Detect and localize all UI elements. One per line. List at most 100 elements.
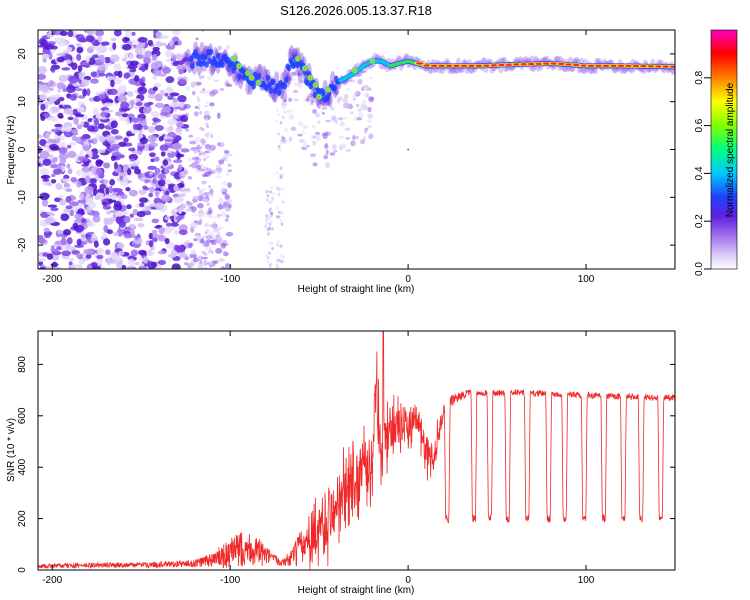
snr-y-tick-label: 200 [17,510,28,527]
spectrogram-cell [203,259,207,263]
spectrogram-ridge-cell [287,64,292,72]
spectrogram-cell [151,122,157,126]
spectrogram-cell [343,94,349,100]
spectrogram-cell [165,87,173,92]
spectrogram-cell [193,253,197,260]
spectrogram-cell [117,95,128,103]
spectrogram-ridge-hotspot [324,86,332,93]
spectrogram-cell [95,160,104,165]
spectrogram-cell [217,45,222,51]
spectrogram-cell [101,201,108,206]
spectrogram-cell [58,74,68,83]
spectrogram-cell [92,151,98,157]
spectrogram-cell [177,40,183,46]
spectrogram-cell [312,162,318,167]
spectrogram-cell [71,128,79,134]
spectrogram-cell [129,99,136,106]
spectrogram-cell [210,134,214,138]
spectrogram-cell [195,146,203,150]
spectrogram-y-tick-label: 20 [17,48,28,60]
spectrogram-cell [175,216,183,221]
spectrogram-ridge-cell [330,70,336,85]
spectrogram-cell [217,203,223,210]
spectrogram-cell [277,132,280,136]
spectrogram-cell [208,224,212,228]
spectrogram-cell [282,106,287,110]
spectrogram-cell [38,146,42,150]
spectrogram-ridge-hotspot [498,63,506,67]
spectrogram-cell [216,175,222,179]
spectrogram-cell [210,250,214,254]
spectrogram-cell [50,263,59,267]
spectrogram-cell [142,106,151,115]
spectrogram-cell [91,233,96,239]
spectrogram-cell [138,132,143,137]
spectrogram-cell [175,121,184,128]
spectrogram-cell [297,133,303,137]
spectrogram-cell [39,93,48,101]
spectrogram-cell [164,237,170,245]
spectrogram-cell [147,165,157,170]
spectrogram-cell [42,158,51,166]
spectrogram-cell [114,210,125,217]
spectrogram-cell [51,253,60,261]
spectrogram-cell [88,57,96,65]
spectrogram-cell [136,211,146,218]
spectrogram-cell [134,47,143,55]
spectrogram-cell [201,75,205,79]
spectrogram-cell [282,255,285,259]
colorbar-tick-label: 0.4 [694,166,705,180]
spectrogram-cell [173,229,180,235]
spectrogram-cell [92,214,101,223]
spectrogram-cell [226,214,230,219]
spectrogram-cell [368,133,374,140]
spectrogram-cell [212,221,217,228]
spectrogram-cell [97,123,105,130]
spectrogram-cell [154,202,165,210]
spectrogram-cell [270,241,274,246]
spectrogram-cell [103,162,111,169]
spectrogram-cell [95,167,104,176]
spectrogram-cell [112,232,119,237]
spectrogram-cell [160,111,169,116]
spectrogram-cell [277,215,281,219]
spectrogram-cell [68,261,73,266]
spectrogram-cell [209,188,214,195]
spectrogram-cell [290,126,297,131]
spectrogram-cell [323,154,328,160]
spectrogram-cell [175,196,184,203]
spectrogram-y-tick-label: 0 [17,146,28,152]
spectrogram-cell [97,35,103,43]
spectrogram-cell [221,180,228,186]
spectrogram-cell [39,138,47,147]
spectrogram-ridge-cell [257,72,262,80]
spectrogram-ridge-hotspot [445,64,454,68]
spectrogram-cell [124,30,130,34]
spectrogram-cell [206,75,214,81]
spectrogram-cell [152,178,157,184]
spectrogram-cell [367,106,372,113]
spectrogram-cell [352,98,356,101]
colorbar-ticks: 0.0 0.2 0.4 0.6 0.8 [694,70,711,276]
spectrogram-ridge-hotspot [617,64,626,68]
spectrogram-cell [280,211,284,215]
spectrogram-cell [74,244,85,248]
spectrogram-cell [69,201,79,207]
spectrogram-cell [86,221,95,228]
spectrogram-cell [198,208,204,214]
spectrogram-cell [184,261,189,266]
spectrogram-cell [130,249,138,257]
spectrogram-cell [57,194,64,199]
spectrogram-cell [38,73,47,80]
spectrogram-cell [170,102,180,108]
spectrogram-cell [214,216,221,219]
spectrogram-cell [357,78,363,85]
spectrogram-cell [53,266,62,269]
spectrogram-ridge-hotspot [230,55,237,62]
spectrogram-cell [88,197,93,205]
spectrogram-ridge-hotspot [595,64,603,68]
spectrogram-ridge-hotspot [647,65,656,68]
spectrogram-cell [224,194,230,200]
spectrogram-cell [73,117,79,125]
spectrogram-cell [65,205,73,210]
